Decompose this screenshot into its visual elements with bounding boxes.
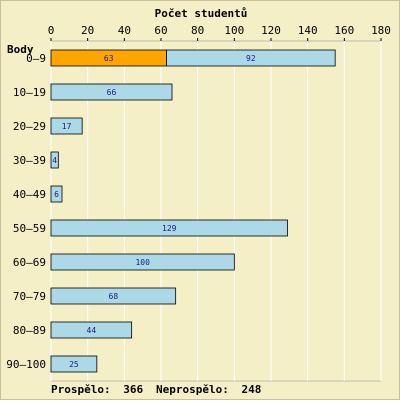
category-label: 30–39 xyxy=(13,154,46,167)
data-label: 25 xyxy=(69,360,79,369)
data-label: 92 xyxy=(246,54,256,63)
x-tick-label: 0 xyxy=(48,24,55,37)
category-label: 20–29 xyxy=(13,120,46,133)
passed-label: Prospělo: 366 xyxy=(51,383,143,396)
x-tick-label: 120 xyxy=(261,24,281,37)
x-tick-label: 140 xyxy=(298,24,318,37)
bar xyxy=(50,219,288,237)
data-label: 17 xyxy=(62,122,72,131)
category-label: 60–69 xyxy=(13,256,46,269)
x-tick-label: 160 xyxy=(334,24,354,37)
category-label: 90–100 xyxy=(6,358,46,371)
x-tick-label: 100 xyxy=(224,24,244,37)
x-tick-label: 20 xyxy=(81,24,94,37)
bar xyxy=(50,355,98,373)
bar xyxy=(50,117,83,135)
bar xyxy=(50,287,177,305)
bars: 63 92 66 17 4 6 129 100 68 44 25 xyxy=(50,49,336,373)
y-axis-title: Body xyxy=(7,43,34,56)
bar xyxy=(50,321,133,339)
bar xyxy=(166,49,336,67)
category-label: 40–49 xyxy=(13,188,46,201)
data-label: 6 xyxy=(54,190,59,199)
bar xyxy=(50,253,235,271)
failed-value: 248 xyxy=(241,383,261,396)
data-label: 63 xyxy=(104,54,114,63)
bar xyxy=(50,185,63,203)
category-label: 10–19 xyxy=(13,86,46,99)
failed-label-text: Neprospělo: xyxy=(156,383,229,396)
bar xyxy=(50,83,173,101)
data-label: 100 xyxy=(135,258,150,267)
category-label: 50–59 xyxy=(13,222,46,235)
x-tick-label: 60 xyxy=(154,24,167,37)
category-label: 70–79 xyxy=(13,290,46,303)
x-tick-label: 40 xyxy=(118,24,131,37)
data-label: 44 xyxy=(87,326,97,335)
data-label: 68 xyxy=(109,292,119,301)
data-label: 4 xyxy=(52,156,57,165)
category-label: 80–89 xyxy=(13,324,46,337)
x-tick-label: 180 xyxy=(371,24,391,37)
failed-label: Neprospělo: 248 xyxy=(156,383,261,396)
passed-value: 366 xyxy=(123,383,143,396)
data-label: 129 xyxy=(162,224,177,233)
bar xyxy=(50,151,59,169)
x-tick-label: 80 xyxy=(191,24,204,37)
x-tick-labels: 0 20 40 60 80 100 120 140 160 180 xyxy=(48,24,391,41)
category-labels: 0–9 10–19 20–29 30–39 40–49 50–59 60–69 70–79 80… xyxy=(6,52,46,371)
chart-title: Počet studentů xyxy=(155,7,248,20)
data-label: 66 xyxy=(107,88,117,97)
passed-label-text: Prospělo: xyxy=(51,383,111,396)
category-label: 0–9 xyxy=(26,52,46,65)
